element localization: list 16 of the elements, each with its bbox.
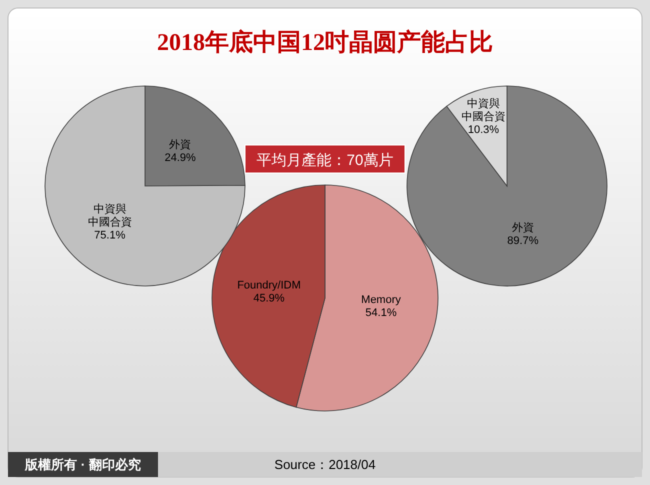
slice-label: Foundry/IDM <box>237 279 301 292</box>
slice-label: 外資 <box>169 139 192 152</box>
slice-label: 中資與中國合資 <box>88 202 132 228</box>
data-label: 24.9% <box>164 152 196 164</box>
data-label: 45.9% <box>253 292 285 304</box>
data-label: 54.1% <box>365 306 397 319</box>
source-note: Source：2018/04 <box>274 457 376 472</box>
data-label: 10.3% <box>468 124 500 136</box>
slice-label: 中資與中國合資 <box>461 96 506 123</box>
text: 版權所有 · 翻印必究 <box>24 457 141 472</box>
chart-subtitle: 平均月產能：70萬片 <box>256 152 394 169</box>
slice-label: 外資 <box>512 222 534 234</box>
data-label: 89.7% <box>507 234 539 247</box>
slice-label: Memory <box>361 294 402 306</box>
data-label: 75.1% <box>94 229 126 242</box>
chart-title: 2018年底中国12吋晶圆产能占比 <box>157 29 493 56</box>
